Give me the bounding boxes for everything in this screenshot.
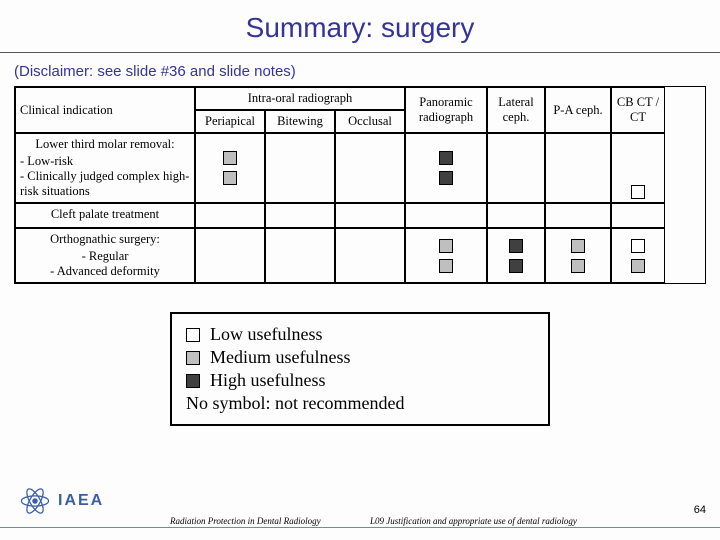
cell	[487, 203, 545, 228]
box-icon	[439, 171, 453, 185]
legend-label: High usefulness	[210, 370, 326, 391]
iaea-text: IAEA	[58, 492, 104, 510]
legend-label: No symbol: not recommended	[186, 393, 404, 414]
legend-row: Medium usefulness	[186, 347, 534, 368]
row-molar-head: Lower third molar removal:	[35, 137, 174, 152]
box-icon	[439, 239, 453, 253]
box-icon	[631, 259, 645, 273]
cell	[195, 133, 265, 203]
box-icon	[509, 259, 523, 273]
page-number: 64	[694, 504, 706, 516]
cell	[611, 133, 665, 203]
legend-row: Low usefulness	[186, 324, 534, 345]
legend-row: No symbol: not recommended	[186, 393, 534, 414]
box-icon	[439, 259, 453, 273]
page-title: Summary: surgery	[0, 0, 720, 48]
row-molar-items: Low-risk Clinically judged complex high-…	[20, 154, 190, 199]
title-rule	[0, 52, 720, 53]
row-molar-item: Low-risk	[20, 154, 190, 169]
row-ortho-item: - Advanced deformity	[50, 264, 160, 279]
col-intraoral: Intra-oral radiograph	[195, 87, 405, 110]
cell	[545, 228, 611, 283]
legend-label: Low usefulness	[210, 324, 322, 345]
row-molar-item: Clinically judged complex high-risk situ…	[20, 169, 190, 199]
cell	[195, 203, 265, 228]
cell	[405, 203, 487, 228]
cell	[265, 203, 335, 228]
box-icon	[631, 239, 645, 253]
legend: Low usefulness Medium usefulness High us…	[170, 312, 550, 426]
box-icon	[186, 374, 200, 388]
footer-left: Radiation Protection in Dental Radiology	[170, 516, 321, 526]
box-icon	[571, 239, 585, 253]
row-molar: Lower third molar removal: Low-risk Clin…	[15, 133, 195, 203]
row-cleft-head: Cleft palate treatment	[51, 207, 159, 222]
cell	[545, 133, 611, 203]
legend-label: Medium usefulness	[210, 347, 350, 368]
box-icon	[631, 185, 645, 199]
legend-row: High usefulness	[186, 370, 534, 391]
cell	[335, 228, 405, 283]
atom-icon	[18, 484, 52, 518]
col-periapical: Periapical	[195, 110, 265, 133]
cell	[195, 228, 265, 283]
cell	[335, 133, 405, 203]
cell	[265, 228, 335, 283]
cell	[487, 228, 545, 283]
cell	[405, 133, 487, 203]
iaea-logo: IAEA	[18, 484, 104, 518]
col-pa: P-A ceph.	[545, 87, 611, 133]
box-icon	[186, 351, 200, 365]
col-lateral: Lateral ceph.	[487, 87, 545, 133]
row-ortho: Orthognathic surgery: - Regular - Advanc…	[15, 228, 195, 283]
box-icon	[571, 259, 585, 273]
col-occlusal: Occlusal	[335, 110, 405, 133]
cell	[487, 133, 545, 203]
footer-rule	[0, 527, 720, 528]
row-ortho-item: - Regular	[82, 249, 129, 264]
col-panoramic: Panoramic radiograph	[405, 87, 487, 133]
row-cleft: Cleft palate treatment	[15, 203, 195, 228]
box-icon	[509, 239, 523, 253]
cell	[611, 228, 665, 283]
cell	[611, 203, 665, 228]
box-icon	[223, 151, 237, 165]
row-ortho-head: Orthognathic surgery:	[50, 232, 160, 247]
box-icon	[186, 328, 200, 342]
cell	[265, 133, 335, 203]
summary-table: Clinical indication Intra-oral radiograp…	[14, 86, 706, 284]
cell	[545, 203, 611, 228]
box-icon	[223, 171, 237, 185]
box-icon	[439, 151, 453, 165]
footer-right: L09 Justification and appropriate use of…	[370, 516, 577, 526]
disclaimer-text: (Disclaimer: see slide #36 and slide not…	[0, 63, 720, 86]
cell	[405, 228, 487, 283]
col-indication: Clinical indication	[15, 87, 195, 133]
cell	[335, 203, 405, 228]
col-cbct: CB CT / CT	[611, 87, 665, 133]
col-bitewing: Bitewing	[265, 110, 335, 133]
